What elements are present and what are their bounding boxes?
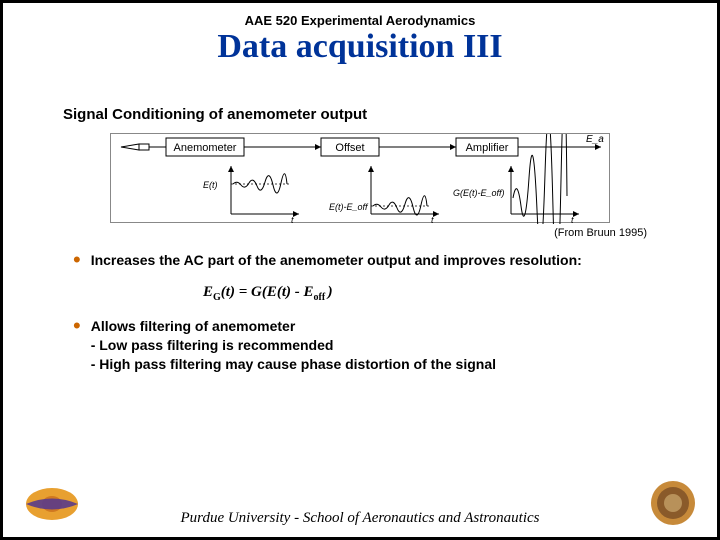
bullet-item: • Increases the AC part of the anemomete…: [73, 251, 667, 270]
box-amplifier: Amplifier: [466, 142, 509, 154]
bullet-item: • Allows filtering of anemometer - Low p…: [73, 317, 667, 374]
footer-text: Purdue University - School of Aeronautic…: [3, 510, 717, 527]
bullet-icon: •: [73, 253, 81, 267]
bullet-subline: - High pass filtering may cause phase di…: [91, 355, 496, 374]
bullet-subline: - Low pass filtering is recommended: [91, 336, 496, 355]
section-subtitle: Signal Conditioning of anemometer output: [63, 106, 717, 123]
box-offset: Offset: [335, 142, 364, 154]
citation: (From Bruun 1995): [3, 227, 647, 239]
slide-frame: AAE 520 Experimental Aerodynamics Data a…: [0, 0, 720, 540]
svg-text:G(E(t)-E_off): G(E(t)-E_off): [453, 188, 505, 198]
box-anemometer: Anemometer: [174, 142, 237, 154]
output-label: E_a: [586, 134, 604, 145]
bullet-list: • Increases the AC part of the anemomete…: [73, 251, 667, 374]
bullet-main: Allows filtering of anemometer: [91, 318, 296, 334]
svg-text:E(t): E(t): [203, 180, 218, 190]
equation: EG(t) = G(E(t) - Eoff ): [203, 284, 667, 303]
bullet-text: Increases the AC part of the anemometer …: [91, 251, 582, 270]
course-code: AAE 520 Experimental Aerodynamics: [3, 13, 717, 28]
bullet-icon: •: [73, 319, 81, 333]
page-title: Data acquisition III: [3, 28, 717, 66]
logo-right-icon: [649, 479, 697, 527]
svg-text:E(t)-E_off: E(t)-E_off: [329, 202, 369, 212]
bullet-text: Allows filtering of anemometer - Low pas…: [91, 317, 496, 374]
signal-chain-diagram: Anemometer Offset Amplifier E_a E(t: [110, 133, 610, 223]
